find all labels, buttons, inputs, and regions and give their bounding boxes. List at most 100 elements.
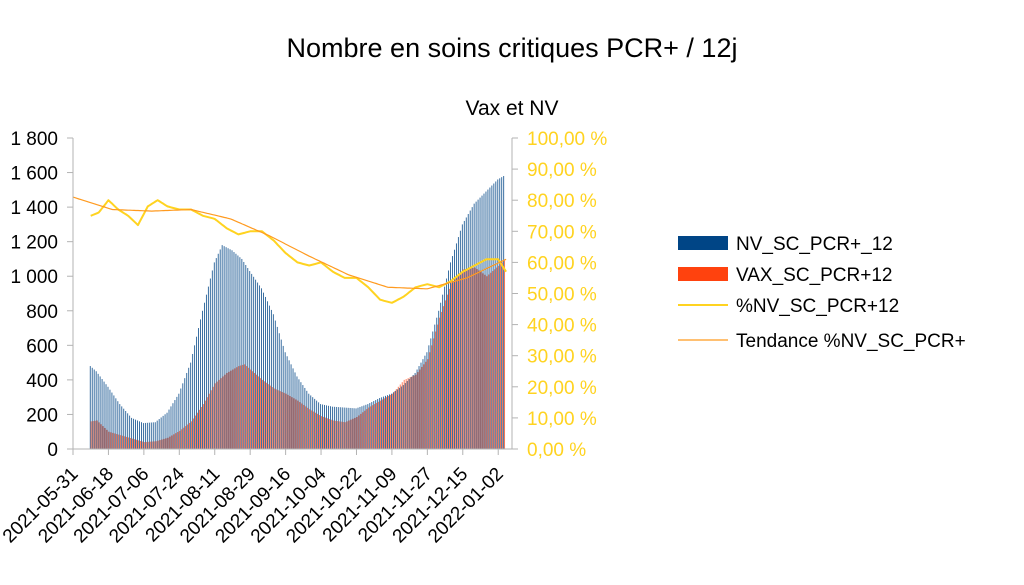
bar-vax bbox=[206, 397, 208, 449]
bar-nv bbox=[333, 406, 335, 449]
bar-vax bbox=[126, 436, 128, 449]
bar-vax bbox=[108, 431, 110, 449]
bar-vax bbox=[197, 412, 198, 449]
bar-nv bbox=[503, 176, 505, 449]
bar-nv bbox=[412, 374, 414, 449]
bar-vax bbox=[324, 417, 326, 449]
bar-vax bbox=[134, 439, 135, 449]
bar-vax bbox=[200, 406, 202, 449]
bar-nv bbox=[99, 376, 101, 449]
bar-vax bbox=[179, 430, 181, 449]
bar-nv bbox=[231, 250, 233, 449]
bar-vax bbox=[222, 376, 224, 449]
bar-vax bbox=[230, 370, 232, 449]
bar-nv bbox=[341, 407, 343, 449]
bar-nv bbox=[103, 381, 105, 449]
bar-nv bbox=[410, 377, 412, 449]
bar-vax bbox=[112, 432, 114, 449]
bar-nv bbox=[148, 422, 150, 449]
bar-vax bbox=[258, 376, 259, 449]
bar-nv bbox=[131, 417, 133, 449]
bar-vax bbox=[287, 394, 289, 449]
bar-nv bbox=[282, 345, 284, 449]
bar-nv bbox=[416, 369, 418, 449]
bar-nv bbox=[290, 364, 292, 449]
bar-vax bbox=[447, 294, 448, 449]
bar-vax bbox=[242, 364, 244, 449]
bar-nv bbox=[91, 367, 93, 449]
bar-vax bbox=[295, 399, 297, 449]
bar-vax bbox=[450, 283, 452, 449]
bar-nv bbox=[418, 366, 420, 449]
bar-vax bbox=[311, 410, 313, 449]
bar-nv bbox=[263, 292, 264, 449]
bar-vax bbox=[464, 269, 466, 449]
bar-nv bbox=[400, 386, 402, 449]
bar-vax bbox=[452, 280, 454, 449]
bar-vax bbox=[382, 399, 383, 449]
bar-vax bbox=[468, 268, 470, 449]
bar-vax bbox=[303, 404, 305, 449]
bar-nv bbox=[123, 408, 125, 449]
bar-vax bbox=[159, 440, 161, 449]
bar-vax bbox=[313, 411, 315, 449]
bar-vax bbox=[364, 410, 366, 449]
bar-vax bbox=[425, 361, 427, 449]
y-right-tick-label: 90,00 % bbox=[527, 160, 597, 181]
bar-nv bbox=[349, 407, 351, 449]
bar-vax bbox=[132, 438, 133, 449]
bar-vax bbox=[439, 317, 441, 449]
bar-vax bbox=[185, 426, 187, 449]
bar-vax bbox=[413, 375, 415, 449]
bar-nv bbox=[276, 326, 278, 449]
bar-vax bbox=[492, 271, 494, 449]
bar-vax bbox=[354, 417, 356, 449]
bar-vax bbox=[366, 409, 368, 449]
bar-nv bbox=[168, 409, 170, 449]
bar-nv bbox=[422, 359, 424, 449]
bar-nv bbox=[489, 187, 491, 449]
bar-vax bbox=[496, 267, 498, 449]
bar-vax bbox=[193, 418, 194, 449]
bar-nv bbox=[434, 324, 436, 449]
bar-vax bbox=[269, 385, 271, 449]
bar-vax bbox=[405, 379, 407, 449]
bar-vax bbox=[374, 404, 376, 449]
bar-vax bbox=[431, 345, 433, 449]
bar-nv bbox=[249, 271, 251, 449]
bar-nv bbox=[310, 395, 312, 449]
bar-nv bbox=[387, 395, 388, 449]
bar-nv bbox=[207, 286, 209, 449]
bar-vax bbox=[260, 378, 261, 449]
bar-vax bbox=[195, 415, 196, 449]
bar-nv bbox=[308, 393, 310, 449]
bar-vax bbox=[319, 415, 320, 449]
bar-vax bbox=[470, 268, 472, 449]
bar-vax bbox=[122, 435, 124, 449]
bar-vax bbox=[224, 374, 226, 449]
bar-nv bbox=[184, 378, 186, 449]
bar-nv bbox=[459, 230, 461, 449]
bar-nv bbox=[221, 245, 223, 449]
bar-nv bbox=[119, 404, 121, 449]
bar-nv bbox=[272, 314, 274, 449]
bar-nv bbox=[142, 423, 144, 449]
bar-vax bbox=[256, 374, 257, 449]
bar-vax bbox=[96, 420, 98, 449]
bar-nv bbox=[357, 407, 359, 449]
bar-nv bbox=[381, 397, 383, 449]
bar-nv bbox=[485, 191, 487, 450]
bar-nv bbox=[465, 217, 467, 449]
bar-vax bbox=[106, 429, 108, 449]
bar-nv bbox=[268, 305, 270, 449]
bar-nv bbox=[261, 288, 262, 449]
bar-vax bbox=[370, 406, 372, 449]
bar-nv bbox=[190, 362, 192, 449]
bar-vax bbox=[443, 306, 444, 449]
bar-nv bbox=[174, 400, 176, 449]
bar-nv bbox=[391, 393, 392, 449]
legend: NV_SC_PCR+_12 VAX_SC_PCR+12 %NV_SC_PCR+12 T… bbox=[678, 234, 966, 352]
bar-vax bbox=[307, 407, 309, 449]
bar-vax bbox=[305, 406, 307, 449]
bar-vax bbox=[378, 401, 380, 449]
